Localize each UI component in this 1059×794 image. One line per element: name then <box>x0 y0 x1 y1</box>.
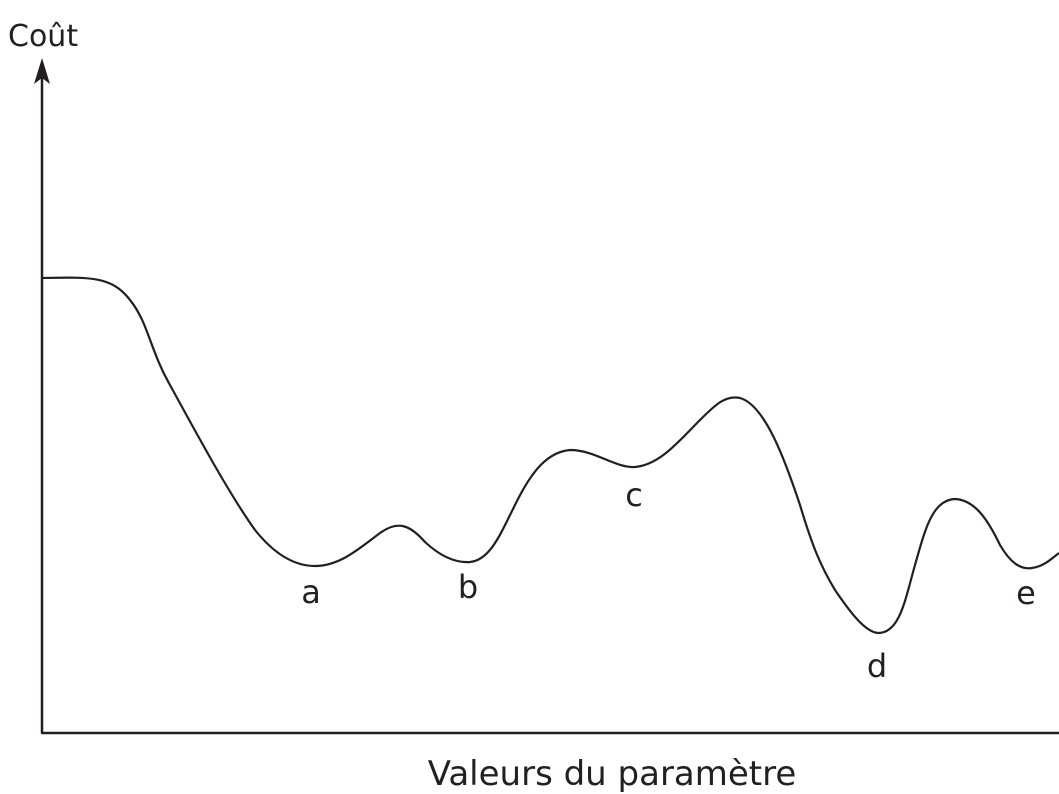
point-label: e <box>1016 574 1036 612</box>
point-label: d <box>867 647 887 685</box>
cost-curve <box>41 276 1059 635</box>
y-axis-arrow <box>34 58 50 84</box>
y-axis-label: Coût <box>8 19 78 54</box>
point-label: a <box>301 573 321 611</box>
x-axis-label: Valeurs du paramètre <box>428 754 797 794</box>
point-label: c <box>625 476 643 514</box>
point-label: b <box>458 568 478 606</box>
